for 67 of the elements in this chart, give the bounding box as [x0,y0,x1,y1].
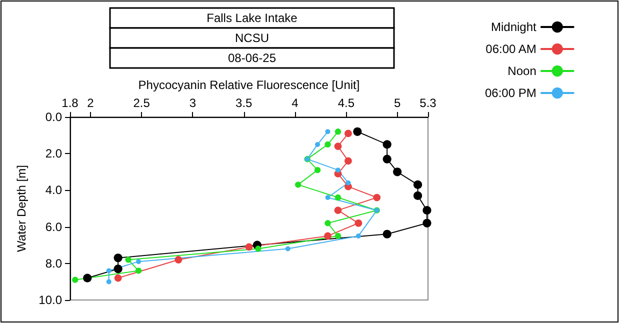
point [114,274,122,282]
point [344,157,352,165]
y-tick-label: 2.0 [45,146,62,161]
y-tick-label: 0.0 [45,110,62,124]
point [114,254,122,262]
point [422,206,432,215]
chart-subtitle: NCSU [234,31,270,45]
point [422,218,432,228]
y-tick-label: 8.0 [45,256,62,270]
point [334,206,342,214]
x-tick-label: 5.3 [420,96,437,110]
point [314,166,321,174]
x-tick-label: 1.8 [62,96,79,110]
point [354,219,362,227]
point [373,194,381,202]
point [324,141,331,148]
point [344,130,352,138]
point [285,246,290,252]
x-tick-label: 2 [87,96,94,110]
point [382,154,392,164]
y-tick-label: 10.0 [38,293,62,307]
point [106,279,112,284]
point [255,246,262,252]
point [334,194,342,201]
point [125,256,132,263]
legend-label: Noon [508,64,536,78]
point [245,243,253,251]
point [346,180,351,186]
point [106,268,112,274]
chart-title: Falls Lake Intake [206,11,298,25]
point [324,220,331,226]
point [393,168,402,176]
x-tick-label: 4.5 [338,96,355,110]
point [72,276,78,283]
point [136,259,142,264]
x-tick-label: 2.5 [133,96,150,110]
legend-label: 06:00 AM [486,42,536,56]
point [83,274,92,282]
point [334,232,342,240]
y-tick-label: 4.0 [45,183,62,198]
point [382,140,392,149]
x-tick-label: 3 [189,96,196,110]
point [174,256,182,264]
y-axis-title: Water Depth [m] [14,165,29,252]
x-tick-label: 4 [292,96,299,110]
point [334,128,342,135]
point [295,182,302,188]
point [382,230,392,238]
point [114,264,122,274]
point [356,233,361,238]
point [413,191,422,200]
text: 08-06-25 [228,51,276,65]
point [353,127,362,136]
point [325,195,330,200]
legend-label: Midnight [491,20,538,34]
point [324,232,332,240]
point [334,142,342,150]
point [135,268,142,274]
x-axis-title: Phycocyanin Relative Fluorescence [Unit] [138,78,360,92]
point [325,129,330,134]
legend-label: 06:00 PM [484,86,536,100]
point [413,180,422,190]
point [335,168,340,173]
x-tick-label: 3.5 [236,96,253,110]
x-tick-label: 5 [394,96,401,110]
y-tick-label: 6.0 [45,220,62,234]
point [315,142,320,147]
